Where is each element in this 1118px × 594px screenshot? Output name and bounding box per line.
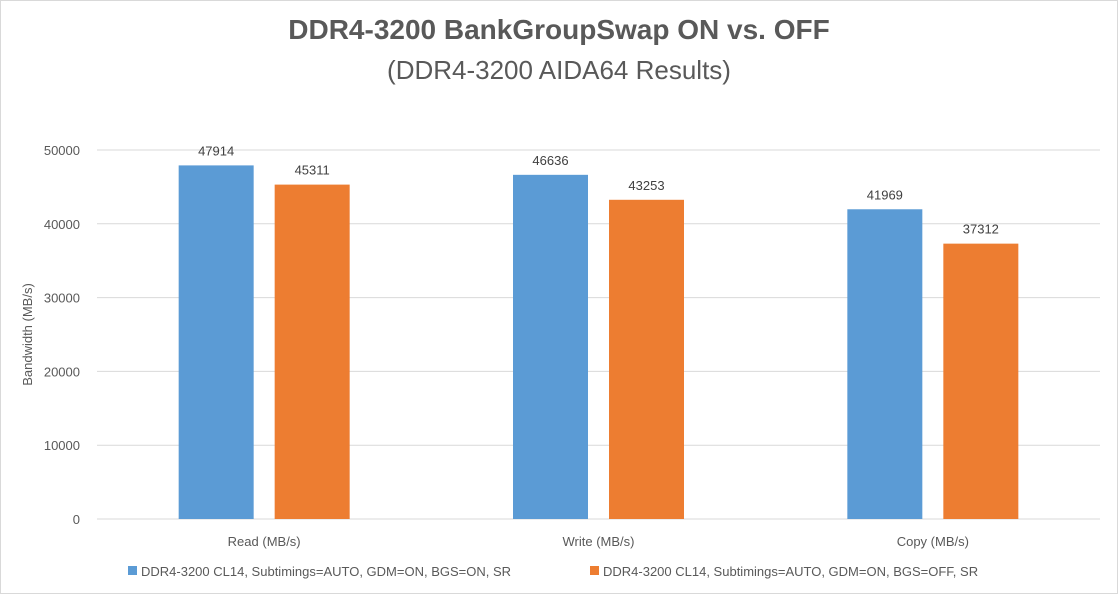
bar: [609, 199, 684, 520]
data-label: 43253: [628, 178, 664, 193]
bar: [943, 243, 1019, 519]
legend-label: DDR4-3200 CL14, Subtimings=AUTO, GDM=ON,…: [141, 564, 511, 579]
x-tick-label: Read (MB/s): [228, 534, 301, 549]
data-label: 45311: [295, 163, 330, 178]
data-label: 37312: [963, 222, 999, 237]
chart-title: DDR4-3200 BankGroupSwap ON vs. OFF: [288, 14, 830, 45]
data-label: 47914: [198, 143, 234, 158]
y-tick-label: 10000: [44, 438, 80, 453]
data-label: 46636: [532, 153, 568, 168]
x-tick-label: Write (MB/s): [563, 534, 635, 549]
y-tick-label: 40000: [44, 217, 80, 232]
y-tick-label: 0: [73, 512, 80, 527]
y-tick-label: 30000: [44, 291, 80, 306]
bar: [274, 184, 350, 520]
bar: [847, 209, 923, 519]
data-label: 41969: [867, 187, 903, 202]
legend-label: DDR4-3200 CL14, Subtimings=AUTO, GDM=ON,…: [603, 564, 978, 579]
legend-swatch: [128, 566, 137, 575]
bar: [178, 165, 254, 519]
y-tick-label: 50000: [44, 143, 80, 158]
legend-swatch: [590, 566, 599, 575]
bar: [513, 174, 588, 519]
y-axis-label: Bandwidth (MB/s): [20, 283, 35, 386]
x-tick-label: Copy (MB/s): [897, 534, 969, 549]
y-tick-label: 20000: [44, 364, 80, 379]
chart-subtitle: (DDR4-3200 AIDA64 Results): [387, 55, 731, 85]
